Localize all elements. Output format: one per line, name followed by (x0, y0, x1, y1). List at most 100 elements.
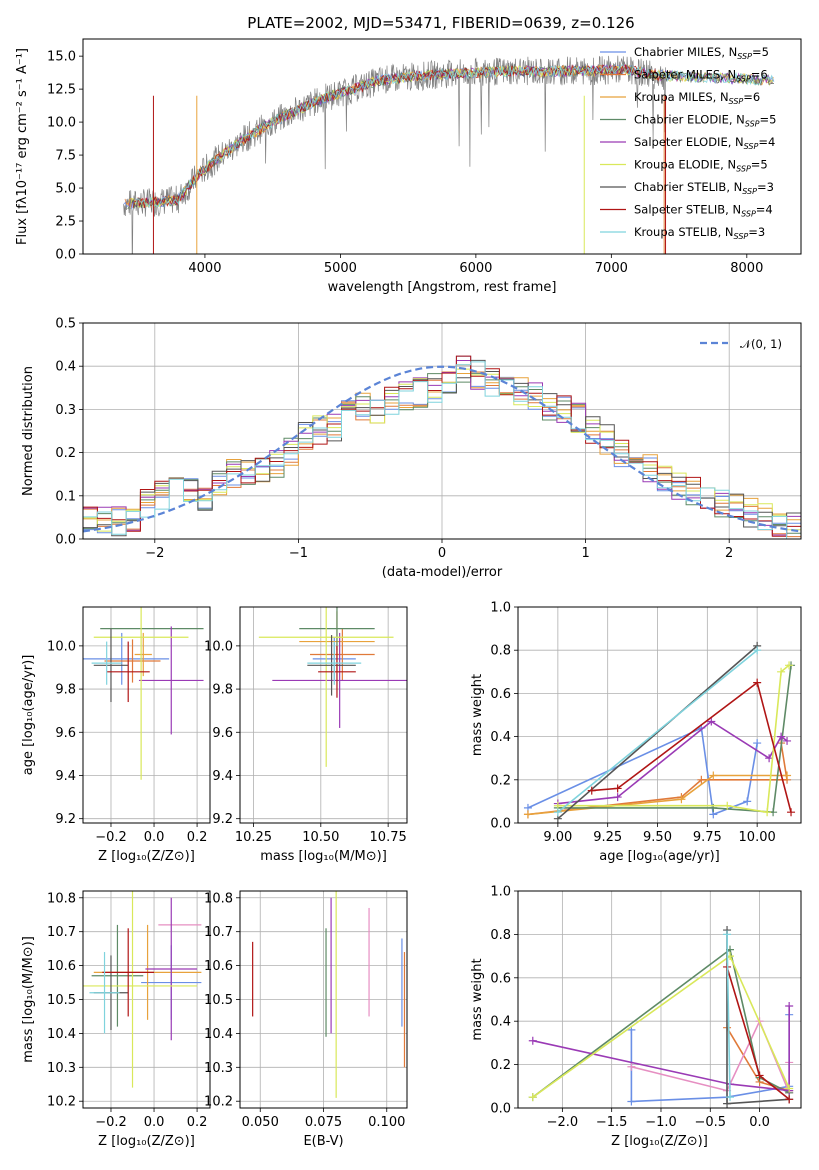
axes-frame (82, 606, 211, 824)
y-tick-label: 10.4 (204, 1027, 233, 1042)
plot-area (240, 891, 407, 1108)
plot-area (83, 323, 801, 539)
error-point (93, 628, 129, 703)
legend-entry: Chabrier STELIB, NSSP=3 (634, 180, 774, 196)
x-axis-label: Z [log₁₀(Z/Z⊙)] (611, 1134, 708, 1149)
weight-marker (743, 797, 752, 806)
y-tick-label: 10.7 (204, 925, 233, 940)
x-tick-label: 0.0 (144, 830, 165, 845)
error-point (138, 626, 204, 735)
weight-marker (726, 1093, 735, 1102)
x-tick-label: 4000 (188, 261, 221, 276)
x-tick-label: −0.2 (95, 1115, 127, 1130)
x-tick-label: 7000 (595, 261, 628, 276)
legend-suffix: =6 (743, 90, 760, 104)
panel-mass-vs-EBV: 0.050 0.075 0.100 10.2 10.3 10.4 10.5 10.6 10.7 1… (204, 890, 408, 1149)
panel-weight-vs-age: 9.00 9.25 9.50 9.75 10.00 0.0 0.2 0.4 0.6 0.8 1.0 a… (470, 601, 802, 864)
weight-marker (755, 1071, 764, 1080)
axes-frame (82, 890, 211, 1109)
weight-marker (777, 732, 786, 741)
panel-weight-vs-Z: −2.0 −1.5 −1.0 −0.5 0.0 0.0 0.2 0.4 0.6 0.8 1.0 Z [… (470, 885, 802, 1149)
y-tick-label: 7.5 (55, 149, 76, 164)
weight-line (557, 645, 758, 820)
plot-area (83, 891, 210, 1108)
legend-suffix: =6 (751, 68, 768, 82)
y-tick-label: 10.4 (47, 1027, 76, 1042)
legend-name: Chabrier STELIB, N (634, 180, 742, 194)
weight-marker (613, 793, 622, 802)
weight-marker (753, 646, 762, 655)
panel-age-vs-Z: −0.2 0.0 0.2 9.2 9.4 9.6 9.8 10.0 Z [log₁₀(Z/Z⊙)… (21, 606, 211, 864)
x-axis-label: age [log₁₀(age/yr)] (599, 849, 720, 864)
error-point (318, 645, 356, 698)
y-tick-label: 0.8 (490, 928, 511, 943)
x-tick-label: 0.050 (242, 1115, 279, 1130)
plot-area (240, 607, 407, 823)
weight-line (557, 649, 758, 813)
legend-name: Chabrier MILES, N (634, 45, 737, 59)
x-tick-label: 10.75 (370, 830, 407, 845)
error-point (83, 632, 170, 685)
x-tick-label: 8000 (730, 261, 763, 276)
error-point (272, 632, 407, 728)
y-tick-label: 0.6 (490, 687, 511, 702)
legend-sub: SSP (736, 75, 751, 84)
y-tick-label: 10.0 (47, 116, 76, 131)
weight-marker (763, 808, 772, 817)
weight-line (557, 665, 792, 814)
x-tick-label: 9.00 (543, 830, 572, 845)
residual-histogram (83, 361, 801, 539)
weight-marker (777, 667, 786, 676)
y-tick-label: 0.4 (55, 360, 76, 375)
y-tick-label: 0.0 (490, 817, 511, 832)
y-tick-label: 10.0 (47, 639, 76, 654)
y-tick-label: 10.5 (47, 993, 76, 1008)
y-tick-label: 10.6 (204, 959, 233, 974)
legend-suffix: =5 (751, 158, 768, 172)
error-point (102, 928, 155, 1017)
x-tick-label: 0.075 (305, 1115, 342, 1130)
weight-marker (553, 808, 562, 817)
error-point (83, 891, 198, 1088)
error-point (91, 924, 144, 1027)
legend-entry: Kroupa STELIB, NSSP=3 (634, 225, 765, 241)
plot-area (518, 891, 801, 1108)
x-tick-label: −1.0 (645, 1115, 677, 1130)
panel-age-vs-mass: 10.25 10.50 10.75 9.2 9.4 9.6 9.8 10.0 mass [log… (204, 606, 408, 864)
legend-name: Kroupa STELIB, N (634, 225, 734, 239)
weight-marker (783, 771, 792, 780)
x-tick-label: 0.2 (187, 830, 208, 845)
x-tick-label: 6000 (459, 261, 492, 276)
weight-marker (783, 736, 792, 745)
y-tick-label: 10.5 (204, 993, 233, 1008)
model-spectrum (124, 65, 665, 209)
legend-name: Salpeter ELODIE, N (634, 135, 744, 149)
legend-entry: 𝒩(0, 1) (740, 337, 782, 351)
weight-marker (677, 795, 686, 804)
legend-suffix: =4 (756, 203, 773, 217)
legend-suffix: =3 (757, 180, 774, 194)
plot-area (123, 55, 775, 254)
weight-marker (753, 739, 762, 748)
legend-suffix: =3 (748, 225, 765, 239)
y-tick-label: 1.0 (490, 885, 511, 900)
weight-marker (707, 717, 716, 726)
legend-name: Salpeter STELIB, N (634, 203, 741, 217)
weight-marker (697, 775, 706, 784)
y-tick-label: 9.8 (55, 683, 76, 698)
legend-suffix: =5 (752, 45, 769, 59)
weight-marker (787, 808, 796, 817)
error-point (91, 641, 122, 685)
weight-line (557, 720, 788, 805)
weight-marker (523, 810, 532, 819)
y-tick-label: 10.8 (204, 891, 233, 906)
y-tick-label: 0.8 (490, 644, 511, 659)
weight-line (591, 681, 792, 813)
error-point (134, 632, 152, 677)
weight-marker (528, 1036, 537, 1045)
y-tick-label: 9.4 (212, 769, 233, 784)
axes-frame (517, 606, 802, 824)
legend-name: Kroupa ELODIE, N (634, 158, 736, 172)
weight-line (532, 1006, 790, 1092)
axes-frame (239, 890, 408, 1109)
